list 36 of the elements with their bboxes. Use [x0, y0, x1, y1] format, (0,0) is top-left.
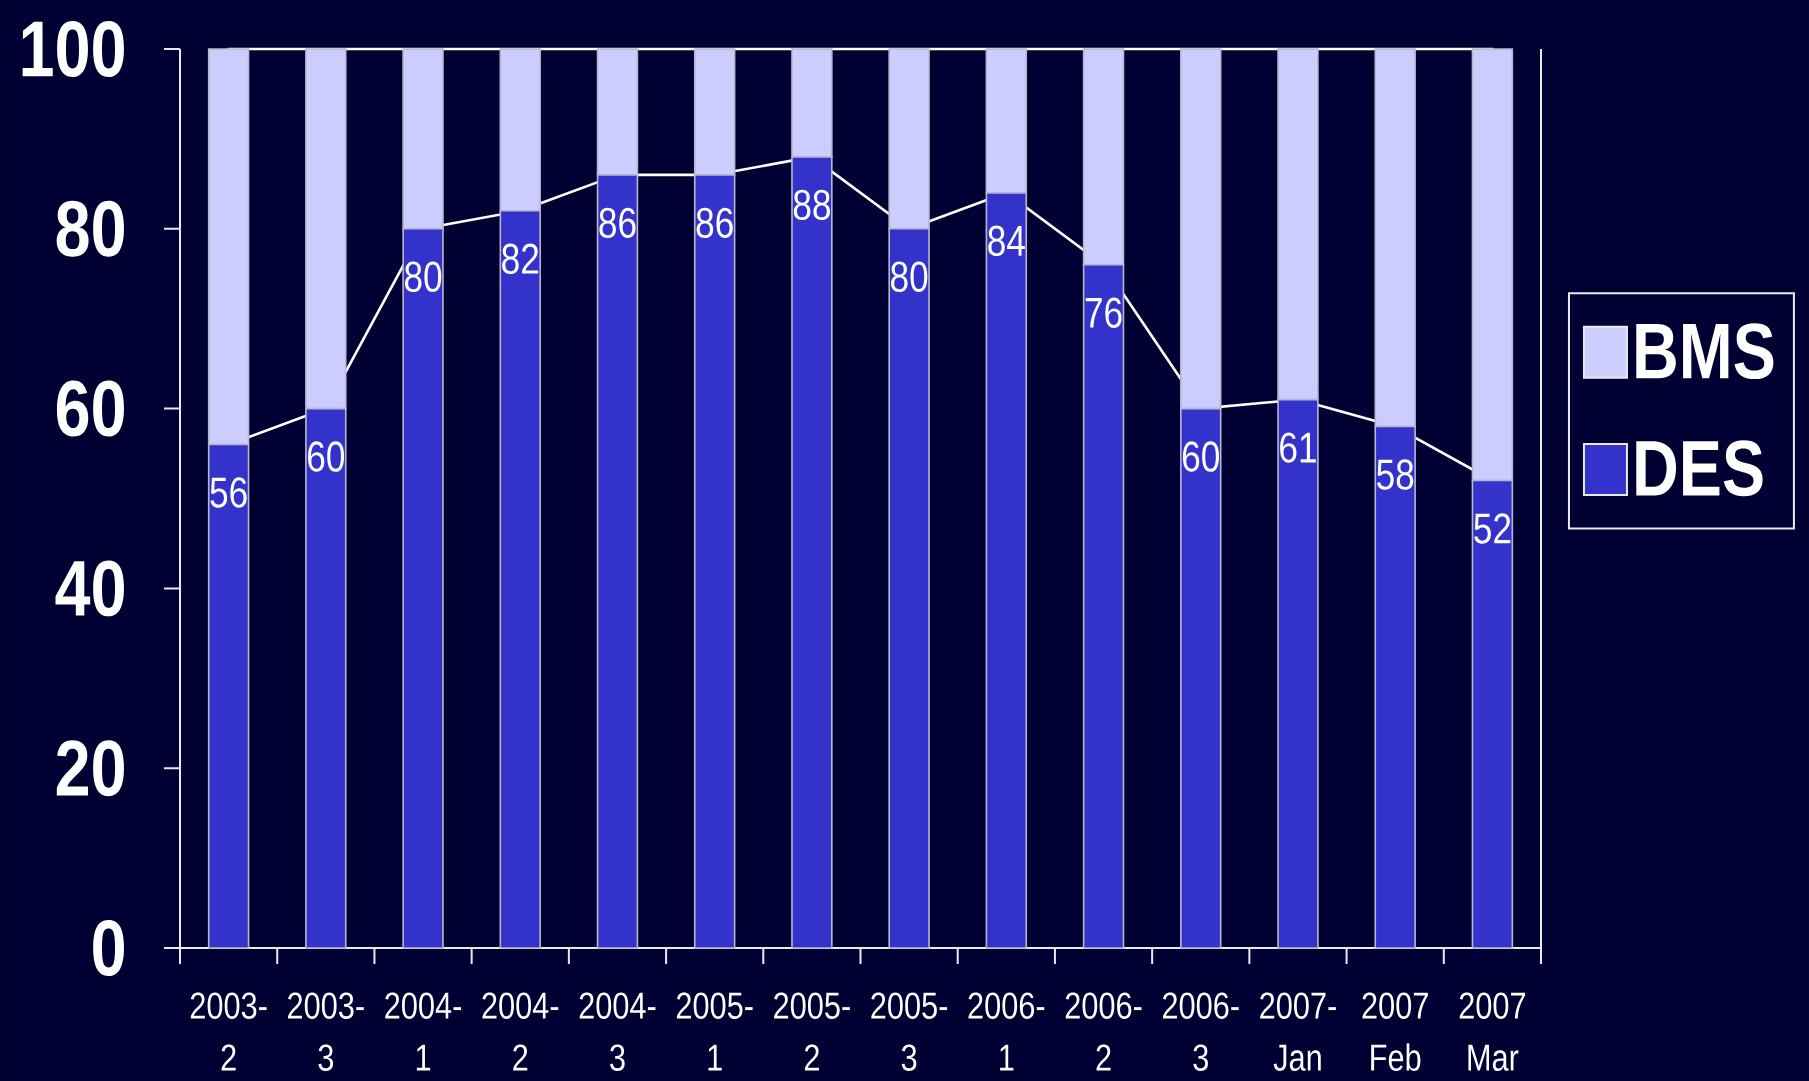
data-label: 58	[1376, 459, 1414, 490]
data-label: 60	[308, 441, 345, 472]
x-tick-label: 2005-1	[676, 992, 753, 1071]
data-label: 86	[696, 207, 733, 239]
data-label: 80	[891, 261, 928, 292]
y-tick-label: 0	[93, 920, 124, 976]
x-tick-label: 2005-2	[774, 992, 850, 1071]
data-label: 88	[793, 189, 830, 221]
x-tick-label: 2006-2	[1065, 992, 1142, 1071]
data-label: 52	[1474, 513, 1511, 544]
data-label: 76	[1085, 297, 1122, 328]
x-tick-label: 2004-2	[482, 992, 559, 1071]
x-tick-label: 2007 Mar	[1459, 992, 1526, 1071]
x-tick-label: 2007 Feb	[1362, 992, 1428, 1071]
data-label: 86	[599, 207, 636, 239]
x-tick-label: 2003-3	[288, 992, 364, 1071]
data-label: 61	[1280, 432, 1316, 463]
y-tick-label: 60	[56, 380, 124, 437]
data-label: 80	[404, 261, 442, 292]
legend-label: DES	[1636, 440, 1763, 497]
x-tick-label: 2006-1	[968, 992, 1045, 1071]
legend-label: BMS	[1636, 323, 1774, 380]
x-tick-label: 2006-3	[1162, 992, 1239, 1071]
y-tick-label: 100	[22, 21, 124, 77]
x-tick-label: 2005-3	[871, 992, 948, 1071]
x-tick-label: 2004-1	[385, 992, 461, 1071]
x-tick-label: 2003-2	[190, 992, 267, 1071]
x-tick-label: 2007-Jan	[1260, 992, 1336, 1071]
data-label: 56	[210, 477, 247, 508]
data-label: 84	[988, 225, 1025, 257]
y-tick-label: 80	[56, 200, 124, 257]
data-label: 60	[1182, 441, 1219, 472]
y-tick-label: 20	[56, 740, 124, 797]
x-tick-label: 2004-3	[579, 992, 656, 1071]
data-label: 82	[502, 243, 539, 275]
y-tick-label: 40	[55, 560, 124, 617]
